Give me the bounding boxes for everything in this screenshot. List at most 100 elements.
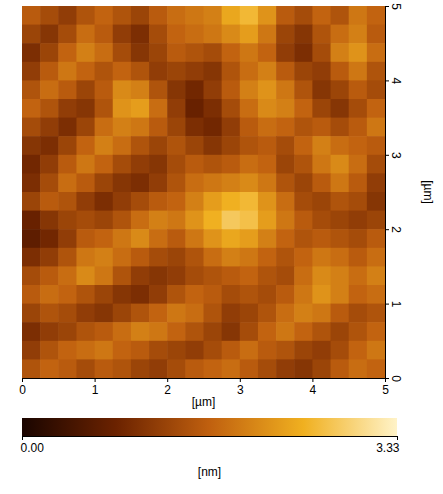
cell [240,62,259,81]
tick: 2 [164,378,171,397]
cell [276,322,295,341]
cell [149,173,168,192]
cell [258,80,277,99]
cell [76,99,95,118]
cell [185,62,204,81]
cell [58,266,77,285]
cell [312,118,331,137]
cell [95,266,114,285]
tick-mark [167,378,168,382]
cell [222,62,241,81]
cell [312,25,331,44]
cell [312,304,331,323]
cell [167,322,186,341]
tick-mark [22,436,23,440]
cell [331,266,350,285]
cell [276,266,295,285]
cell [312,341,331,360]
cell [149,304,168,323]
colorbar [22,418,397,436]
cell [95,43,114,62]
cell [131,211,150,230]
cell [113,6,132,25]
cell [185,155,204,174]
cell [276,62,295,81]
tick-label: 5 [389,3,403,10]
cell [258,229,277,248]
cell [131,341,150,360]
cell [312,248,331,267]
cell [204,192,223,211]
tick-label: 1 [389,301,403,308]
cell [22,266,41,285]
cell [113,322,132,341]
cell [95,359,114,378]
cell [149,266,168,285]
cell [76,43,95,62]
cell [276,25,295,44]
cell [149,43,168,62]
cell [331,6,350,25]
cell [204,80,223,99]
cell [131,80,150,99]
cell [58,359,77,378]
cell [367,136,385,155]
cell [40,304,59,323]
tick: 4 [385,78,403,85]
cell [58,99,77,118]
cell [240,192,259,211]
tick: 3.33 [376,436,400,455]
cell [76,285,95,304]
tick: 0 [19,378,26,397]
cell [76,62,95,81]
cell [40,266,59,285]
cell [58,304,77,323]
cell [312,211,331,230]
cell [185,248,204,267]
cell [367,118,385,137]
cell [95,173,114,192]
cell [22,359,41,378]
cell [312,285,331,304]
y-axis-title: [µm] [421,180,435,204]
cell [258,359,277,378]
cell [367,80,385,99]
cell [258,341,277,360]
cell [22,322,41,341]
cell [294,99,313,118]
cell [22,136,41,155]
cell [131,359,150,378]
x-axis: 012345 [19,378,389,397]
cell [258,99,277,118]
cell [131,62,150,81]
cell [204,25,223,44]
cell [149,99,168,118]
cell [204,248,223,267]
cell [258,173,277,192]
cell [222,99,241,118]
cell [167,304,186,323]
cell [294,43,313,62]
cell [204,211,223,230]
cell [113,25,132,44]
cell [131,248,150,267]
cell [349,229,368,248]
cell [40,99,59,118]
cell [367,25,385,44]
cell [131,136,150,155]
cell [167,6,186,25]
cell [331,285,350,304]
cell [149,155,168,174]
cell [22,341,41,360]
cell [331,62,350,81]
cell [167,136,186,155]
cell [349,136,368,155]
x-axis-title: [µm] [192,395,216,409]
cell [204,62,223,81]
cell [22,43,41,62]
tick-mark [22,378,23,382]
cell [40,25,59,44]
tick-label: 2 [389,226,403,233]
cell [276,99,295,118]
y-axis: 012345 [385,3,403,382]
